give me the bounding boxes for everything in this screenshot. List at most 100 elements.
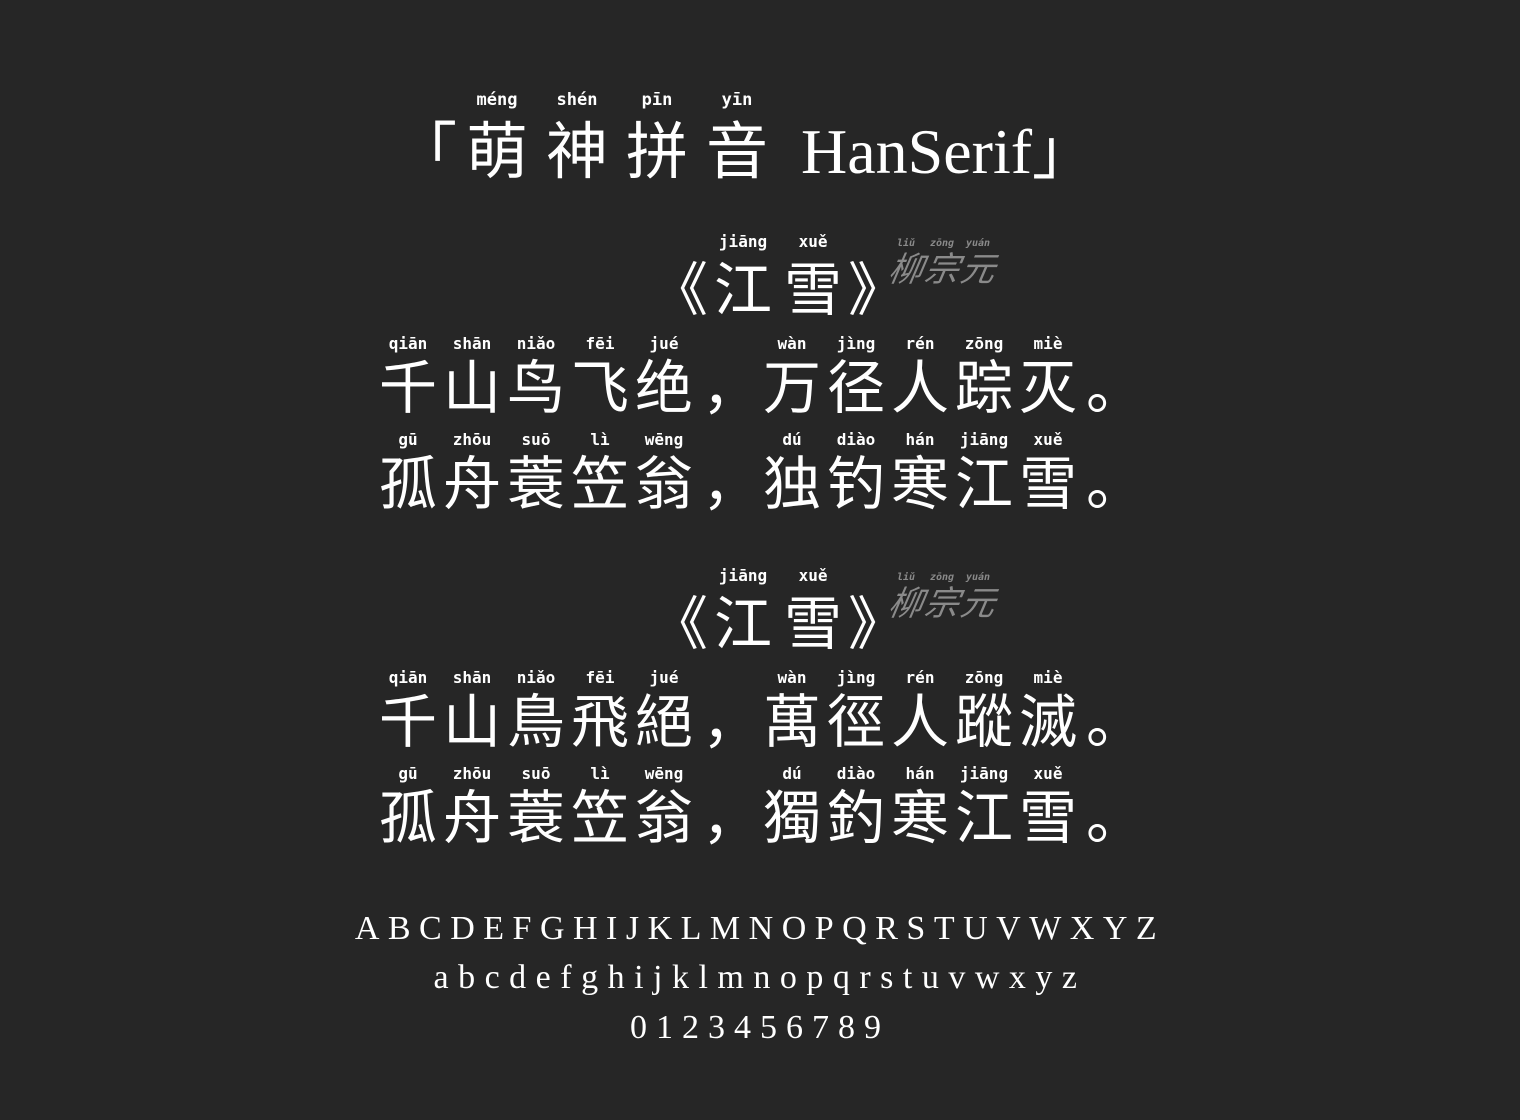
title-pinyin: méng [476, 90, 518, 110]
poem-title-pinyin: xuě [798, 232, 828, 251]
verse-char: niǎo 鸟 [504, 334, 568, 422]
verse-pinyin: jiāng [959, 430, 1009, 449]
verse-hanzi: 江 [954, 450, 1013, 518]
verse-punctuation: ， [696, 334, 760, 422]
verse-hanzi: 万 [762, 354, 821, 422]
verse-pinyin: wàn [777, 668, 807, 687]
verse-pinyin: zōng [964, 334, 1004, 353]
author-char: zōng 宗 [921, 238, 963, 290]
author-hanzi: 宗 [921, 584, 963, 624]
verse-pinyin: jìng [836, 334, 876, 353]
verse-hanzi: ， [702, 688, 761, 756]
verse-hanzi: 獨 [762, 784, 821, 852]
author-pinyin: liǔ [896, 238, 916, 249]
verse-hanzi: 。 [1086, 354, 1145, 422]
poem-title-open-bracket: 《 [650, 590, 709, 658]
verse-hanzi: 独 [762, 450, 821, 518]
uppercase-specimen: ABCDEFGHIJKLMNOPQRSTUVWXYZ [354, 910, 1166, 947]
verse-hanzi: 山 [442, 688, 501, 756]
verse-pinyin: hán [905, 430, 935, 449]
verse-char: jiāng 江 [952, 430, 1016, 518]
verse-hanzi: 钓 [826, 450, 885, 518]
verse-hanzi: 雪 [1018, 450, 1077, 518]
verse-hanzi: 寒 [890, 450, 949, 518]
verse-hanzi: 滅 [1018, 688, 1077, 756]
verse-char: zhōu 舟 [440, 430, 504, 518]
verse-char: rén 人 [888, 334, 952, 422]
verse-hanzi: ， [702, 784, 761, 852]
poem-title: 《 jiāng 江 xuě 雪》 [650, 232, 906, 326]
title-char: yīn 音 [697, 90, 777, 190]
title-open-bracket: 「 [395, 115, 458, 188]
verse-pinyin: miè [1033, 334, 1063, 353]
author-hanzi: 宗 [921, 250, 963, 290]
author-pinyin: yuán [965, 238, 991, 249]
author-pinyin: zōng [929, 238, 955, 249]
verse-char: zhōu 舟 [440, 764, 504, 852]
verse-pinyin: xuě [1033, 430, 1063, 449]
title-hanzi: 神 [546, 115, 609, 188]
poem-title-hanzi: 江 [714, 590, 773, 658]
verse-char: wēng 翁 [632, 764, 696, 852]
verse-char: niǎo 鳥 [504, 668, 568, 756]
author-char: yuán 元 [957, 238, 998, 290]
verse-hanzi: 舟 [442, 784, 501, 852]
verse-pinyin: zōng [964, 668, 1004, 687]
verse-char: miè 灭 [1016, 334, 1080, 422]
title-pinyin: shén [556, 90, 598, 110]
author-hanzi: 柳 [885, 584, 927, 624]
verse-pinyin: shān [452, 334, 492, 353]
verse-char: suō 蓑 [504, 764, 568, 852]
verse-pinyin: lì [590, 764, 610, 783]
verse-hanzi: ， [702, 450, 761, 518]
verse-char: jìng 径 [824, 334, 888, 422]
verse-hanzi: 径 [826, 354, 885, 422]
author-pinyin: liǔ [896, 572, 916, 583]
title-char: shén 神 [537, 90, 617, 190]
verse-char: shān 山 [440, 334, 504, 422]
title-pinyin: yīn [721, 90, 753, 110]
verse-hanzi: 。 [1086, 450, 1145, 518]
verse-punctuation: 。 [1080, 334, 1144, 422]
verse-char: rén 人 [888, 668, 952, 756]
author-char: zōng 宗 [921, 572, 963, 624]
verse-char: xuě 雪 [1016, 764, 1080, 852]
verse-char: jìng 徑 [824, 668, 888, 756]
verse-char: jué 絕 [632, 668, 696, 756]
verse-pinyin: gū [398, 430, 418, 449]
verse-punctuation: 。 [1080, 430, 1144, 518]
poem-title-close-bracket: 》 [848, 590, 907, 658]
verse-char: jué 绝 [632, 334, 696, 422]
poem-title-pinyin: jiāng [718, 566, 768, 585]
verse-line: qiān 千 shān 山 niǎo 鳥 fēi 飛 jué 絕， wàn 萬 jìng 徑 rén 人 zōn… [376, 668, 1144, 756]
verse-pinyin: zhōu [452, 430, 492, 449]
verse-char: wàn 万 [760, 334, 824, 422]
verse-hanzi: 人 [890, 688, 949, 756]
verse-pinyin: jué [649, 668, 679, 687]
verse-pinyin: diào [836, 764, 876, 783]
verse-pinyin: hán [905, 764, 935, 783]
verse-hanzi: 鸟 [506, 354, 565, 422]
verse-pinyin: wēng [644, 430, 684, 449]
poem-title-open-bracket: 《 [650, 256, 709, 324]
verse-hanzi: ， [702, 354, 761, 422]
verse-pinyin: fēi [585, 668, 615, 687]
verse-hanzi: 千 [378, 688, 437, 756]
verse-pinyin: jìng [836, 668, 876, 687]
poem-title-char: jiāng 江 [708, 232, 778, 326]
verse-hanzi: 孤 [378, 784, 437, 852]
author-char: liǔ 柳 [885, 572, 927, 624]
verse-pinyin: shān [452, 668, 492, 687]
verse-pinyin: xuě [1033, 764, 1063, 783]
verse-hanzi: 萬 [762, 688, 821, 756]
title-char: méng 萌 [457, 90, 537, 190]
title-pinyin: pīn [641, 90, 673, 110]
verse-hanzi: 釣 [826, 784, 885, 852]
verse-pinyin: wàn [777, 334, 807, 353]
author-pinyin: yuán [965, 572, 991, 583]
verse-char: qiān 千 [376, 334, 440, 422]
font-title: 「 méng 萌 shén 神 pīn 拼 yīn 音 HanSerif 」 [395, 80, 1094, 190]
verse-hanzi: 孤 [378, 450, 437, 518]
verse-punctuation: ， [696, 764, 760, 852]
verse-pinyin: rén [905, 668, 935, 687]
